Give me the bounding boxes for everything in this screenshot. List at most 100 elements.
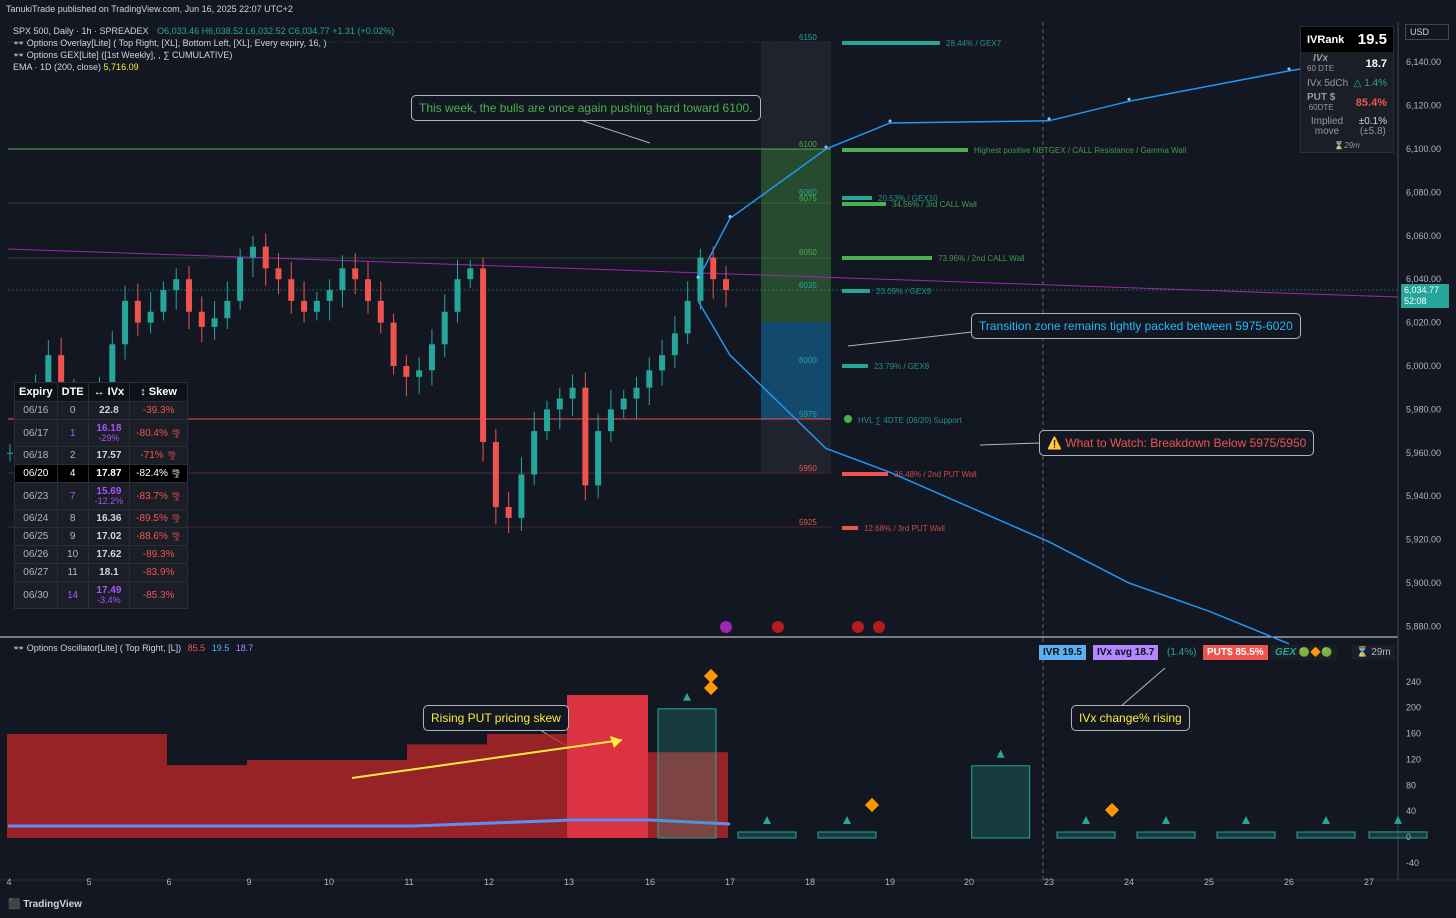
expiry-cell-ivx: 17.87 [87, 464, 131, 483]
expiry-exp-value: 06/30 [23, 589, 49, 601]
expiry-ivx-value: 16.18 [96, 423, 122, 434]
expiry-ivx-value: 17.57 [96, 450, 122, 461]
candle-body [173, 279, 180, 291]
gex-bar [842, 256, 932, 260]
callout-bulls: This week, the bulls are once again push… [411, 95, 761, 121]
expiry-dte-value: 7 [69, 490, 76, 502]
event-flag-icon [772, 621, 784, 633]
ohlc-values: O6,033.46 H6,038.52 L6,032.52 C6,034.77 … [157, 26, 395, 36]
candle-body [671, 333, 678, 356]
price-tick-label: 5,920.00 [1406, 535, 1441, 545]
price-tick-label: 6,120.00 [1406, 101, 1441, 111]
osc-tick-label: 0 [1406, 832, 1411, 842]
hourglass-icon: ⌛ [1356, 647, 1372, 658]
gex-bar [842, 472, 888, 476]
expiry-cell-exp: 06/16 [14, 401, 58, 420]
gex-indicator-legend[interactable]: 👓 Options GEX[Lite] ([1st Weekly], , ∑ C… [13, 50, 232, 61]
symbol-legend[interactable]: SPX 500, Daily · 1h · SPREADEX O6,033.46… [13, 26, 394, 36]
expiry-dte-value: 2 [69, 450, 76, 461]
expiry-table-header: DTE [56, 382, 89, 402]
last-price-tag: 6,034.77 52:08 [1401, 284, 1449, 308]
expiry-dte-value: 14 [67, 589, 79, 601]
hourglass-icon: ⌛ [1334, 141, 1345, 150]
tornado-icon: 🌪 [166, 451, 177, 460]
ema-legend[interactable]: EMA · 1D (200, close) 5,716.09 [13, 62, 139, 72]
ivx-change-box [737, 831, 797, 839]
gex-level-label: 34.56% / 3rd CALL Wall [892, 200, 977, 209]
gex-level-label: HVL ∑ 4DTE (06/20) Support [858, 416, 962, 425]
event-flag-icon [852, 621, 864, 633]
gex-level-label: 23.79% / GEX8 [874, 362, 930, 371]
put-label: PUT $ [1307, 92, 1336, 103]
expiry-table: Expiry DTE ↔ IVx ↕ Skew 06/16 0 22.8 -39.3% 06/… [14, 382, 189, 609]
ivrank-label: IVRank [1307, 33, 1345, 46]
expiry-table-header: ↕ Skew [129, 382, 189, 402]
eye-icon: 👓 [13, 643, 27, 653]
candle-body [492, 441, 499, 508]
candle-body [275, 268, 282, 280]
candle-body [467, 268, 474, 280]
expiry-cell-dte: 10 [56, 545, 89, 564]
expiry-cell-skew: -88.6% 🌪 [129, 527, 189, 546]
up-triangle-icon [1082, 816, 1090, 824]
osc-tick-label: 120 [1406, 754, 1421, 764]
tv-icon: ⬛ [8, 899, 24, 910]
currency-label[interactable]: USD [1405, 24, 1449, 40]
expiry-skew-value: -88.6% [136, 531, 168, 542]
callout-leader [979, 442, 1041, 446]
overlay-indicator-label: Options Overlay[Lite] ( Top Right, [XL],… [26, 38, 327, 48]
expiry-cell-dte: 8 [56, 509, 89, 528]
candle-body [313, 300, 320, 312]
brand-label: TradingView [23, 899, 82, 910]
osc-timer-value: 29m [1371, 647, 1391, 658]
tradingview-logo[interactable]: ⬛ TradingView [8, 899, 82, 910]
expiry-cell-skew: -71% 🌪 [129, 446, 189, 465]
expiry-dte-value: 9 [69, 531, 76, 542]
osc-tick-label: 80 [1406, 780, 1416, 790]
candle-body [134, 300, 141, 323]
gex-strike-label: 6050 [799, 248, 817, 257]
expiry-cell-skew: -89.5% 🌪 [129, 509, 189, 528]
expiry-skew-value: -89.3% [142, 549, 175, 560]
eye-icon: 👓 [13, 38, 27, 48]
expiry-cell-ivx: 16.18 -29% [87, 419, 131, 447]
up-triangle-icon [683, 692, 691, 701]
projection-point [1127, 97, 1131, 101]
overlay-indicator-legend[interactable]: 👓 Options Overlay[Lite] ( Top Right, [XL… [13, 38, 327, 49]
expiry-skew-value: -83.9% [142, 567, 175, 578]
gex-strike-label: 5925 [799, 518, 817, 527]
expiry-cell-skew: -83.7% 🌪 [129, 482, 189, 510]
candle-body [569, 387, 576, 399]
expiry-exp-value: 06/16 [23, 405, 49, 416]
gex-strike-label: 6000 [799, 356, 817, 365]
expiry-skew-value: -80.4% [136, 427, 168, 439]
candle-body [109, 344, 116, 388]
expiry-ivx-value: 17.87 [96, 468, 122, 479]
transition-zone [761, 322, 831, 419]
projection-point [888, 119, 892, 123]
price-tick-label: 5,900.00 [1406, 578, 1441, 588]
expiry-ivx-value: 18.1 [99, 567, 119, 578]
callout-watch: ⚠️ What to Watch: Breakdown Below 5975/5… [1039, 430, 1315, 456]
diamond-icon [864, 797, 880, 813]
ivx-line [8, 818, 731, 828]
ivx5d-label: IVx 5dCh [1307, 78, 1349, 89]
expiry-exp-value: 06/18 [23, 450, 49, 461]
time-tick-label: 9 [246, 877, 251, 887]
ema-value: 5,716.09 [103, 62, 139, 72]
publish-info: TanukiTrade published on TradingView.com… [6, 4, 293, 14]
callout-leader [847, 331, 973, 347]
expiry-cell-ivx: 17.57 [87, 446, 131, 465]
candle-body [531, 431, 538, 475]
gex-level-label: 36.48% / 2nd PUT Wall [894, 470, 977, 479]
oscillator-legend[interactable]: 👓 Options Oscillator[Lite] ( Top Right, … [13, 643, 253, 654]
time-tick-label: 16 [645, 877, 655, 887]
candle-body [58, 355, 65, 399]
osc-tick-label: 160 [1406, 729, 1421, 739]
callout-ivx-change: IVx change% rising [1071, 705, 1190, 731]
candle-body [710, 257, 717, 280]
expiry-dte-value: 10 [67, 549, 79, 560]
tornado-icon: 🌪 [170, 428, 182, 438]
candle-body [186, 279, 192, 312]
